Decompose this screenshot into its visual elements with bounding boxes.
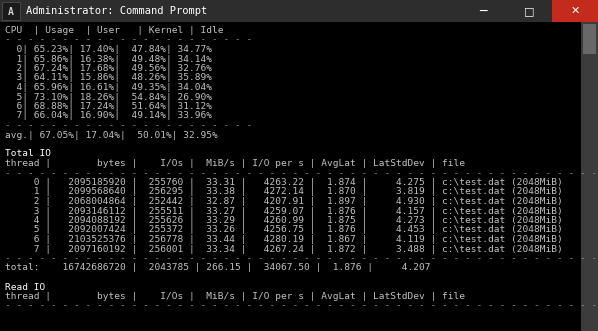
- Text: CPU  | Usage  | User   | Kernel | Idle: CPU | Usage | User | Kernel | Idle: [5, 26, 224, 35]
- Bar: [2, 2, 20, 20]
- Text: Read IO: Read IO: [5, 282, 45, 292]
- Text: 1| 65.86%| 16.38%|  49.48%| 34.14%: 1| 65.86%| 16.38%| 49.48%| 34.14%: [5, 55, 212, 64]
- Bar: [0, 0, 598, 22]
- Bar: [460, 0, 506, 22]
- Text: 5 |   2092007424 |  255372 |  33.26 |   4256.75 |  1.876 |     4.453 | c:\test.d: 5 | 2092007424 | 255372 | 33.26 | 4256.7…: [5, 225, 563, 234]
- Text: ✕: ✕: [570, 6, 579, 16]
- Bar: [552, 0, 598, 22]
- Text: avg.| 67.05%| 17.04%|  50.01%| 32.95%: avg.| 67.05%| 17.04%| 50.01%| 32.95%: [5, 130, 218, 139]
- Text: total:    16742686720 |  2043785 | 266.15 |  34067.50 |  1.876 |     4.207: total: 16742686720 | 2043785 | 266.15 | …: [5, 263, 431, 272]
- Text: ─: ─: [479, 5, 487, 18]
- Text: □: □: [524, 6, 534, 16]
- Text: 6 |   2103525376 |  256778 |  33.44 |   4280.19 |  1.867 |     4.119 | c:\test.d: 6 | 2103525376 | 256778 | 33.44 | 4280.1…: [5, 235, 563, 244]
- Text: - - - - - - - - - - - - - - - - - - - - - -: - - - - - - - - - - - - - - - - - - - - …: [5, 35, 252, 44]
- Text: 4 |   2094088192 |  255626 |  33.29 |   4260.99 |  1.875 |     4.273 | c:\test.d: 4 | 2094088192 | 255626 | 33.29 | 4260.9…: [5, 216, 563, 225]
- Text: - - - - - - - - - - - - - - - - - - - - - - - - - - - - - - - - - - - - - - - - : - - - - - - - - - - - - - - - - - - - - …: [5, 254, 598, 263]
- Text: 7| 66.04%| 16.90%|  49.14%| 33.96%: 7| 66.04%| 16.90%| 49.14%| 33.96%: [5, 112, 212, 120]
- Bar: [506, 0, 552, 22]
- Text: Administrator: Command Prompt: Administrator: Command Prompt: [26, 6, 208, 16]
- Text: 0 |   2095185920 |  255760 |  33.31 |   4263.22 |  1.874 |     4.275 | c:\test.d: 0 | 2095185920 | 255760 | 33.31 | 4263.2…: [5, 178, 563, 187]
- Bar: [583, 24, 596, 54]
- Text: thread |        bytes |    I/Os |  MiB/s | I/O per s | AvgLat | LatStdDev | file: thread | bytes | I/Os | MiB/s | I/O per …: [5, 159, 465, 168]
- Text: - - - - - - - - - - - - - - - - - - - - - - - - - - - - - - - - - - - - - - - - : - - - - - - - - - - - - - - - - - - - - …: [5, 302, 598, 310]
- Text: Total IO: Total IO: [5, 150, 51, 159]
- Text: 2 |   2068004864 |  252442 |  32.87 |   4207.91 |  1.897 |     4.930 | c:\test.d: 2 | 2068004864 | 252442 | 32.87 | 4207.9…: [5, 197, 563, 206]
- Text: thread |        bytes |    I/Os |  MiB/s | I/O per s | AvgLat | LatStdDev | file: thread | bytes | I/Os | MiB/s | I/O per …: [5, 292, 465, 301]
- Text: 5| 73.10%| 18.26%|  54.84%| 26.90%: 5| 73.10%| 18.26%| 54.84%| 26.90%: [5, 92, 212, 102]
- Text: 3| 64.11%| 15.86%|  48.26%| 35.89%: 3| 64.11%| 15.86%| 48.26%| 35.89%: [5, 73, 212, 82]
- Text: 1 |   2099568640 |  256295 |  33.38 |   4272.14 |  1.870 |     3.819 | c:\test.d: 1 | 2099568640 | 256295 | 33.38 | 4272.1…: [5, 187, 563, 197]
- Text: 7 |   2097160192 |  256001 |  33.34 |   4267.24 |  1.872 |     3.488 | c:\test.d: 7 | 2097160192 | 256001 | 33.34 | 4267.2…: [5, 245, 563, 254]
- Text: - - - - - - - - - - - - - - - - - - - - - -: - - - - - - - - - - - - - - - - - - - - …: [5, 121, 252, 130]
- Text: 6| 68.88%| 17.24%|  51.64%| 31.12%: 6| 68.88%| 17.24%| 51.64%| 31.12%: [5, 102, 212, 111]
- Text: 0| 65.23%| 17.40%|  47.84%| 34.77%: 0| 65.23%| 17.40%| 47.84%| 34.77%: [5, 45, 212, 54]
- Text: 3 |   2093146112 |  255511 |  33.27 |   4259.07 |  1.876 |     4.157 | c:\test.d: 3 | 2093146112 | 255511 | 33.27 | 4259.0…: [5, 207, 563, 215]
- Text: A: A: [8, 7, 14, 17]
- Text: 4| 65.96%| 16.61%|  49.35%| 34.04%: 4| 65.96%| 16.61%| 49.35%| 34.04%: [5, 83, 212, 92]
- Bar: [581, 22, 598, 331]
- Text: - - - - - - - - - - - - - - - - - - - - - - - - - - - - - - - - - - - - - - - - : - - - - - - - - - - - - - - - - - - - - …: [5, 168, 598, 177]
- Text: 2| 67.24%| 17.68%|  49.56%| 32.76%: 2| 67.24%| 17.68%| 49.56%| 32.76%: [5, 64, 212, 73]
